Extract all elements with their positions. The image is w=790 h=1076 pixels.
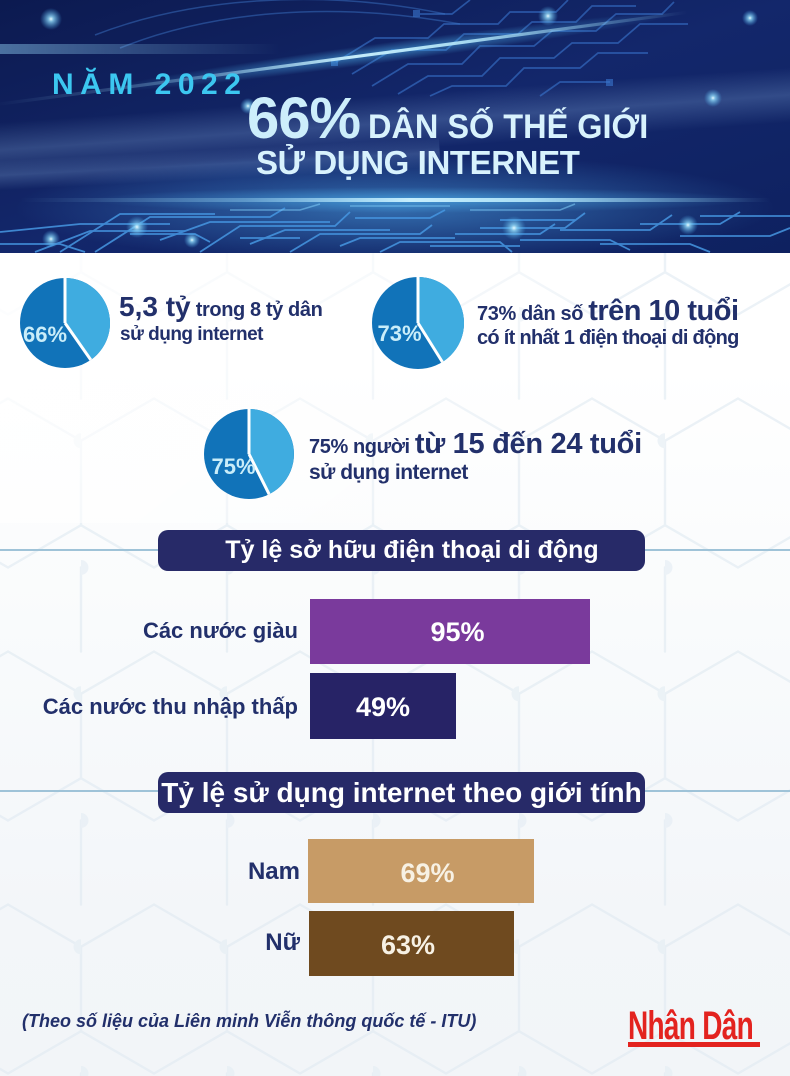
svg-text:66%: 66% [23, 322, 67, 347]
svg-text:75%: 75% [211, 454, 255, 479]
svg-text:73%: 73% [377, 321, 421, 346]
